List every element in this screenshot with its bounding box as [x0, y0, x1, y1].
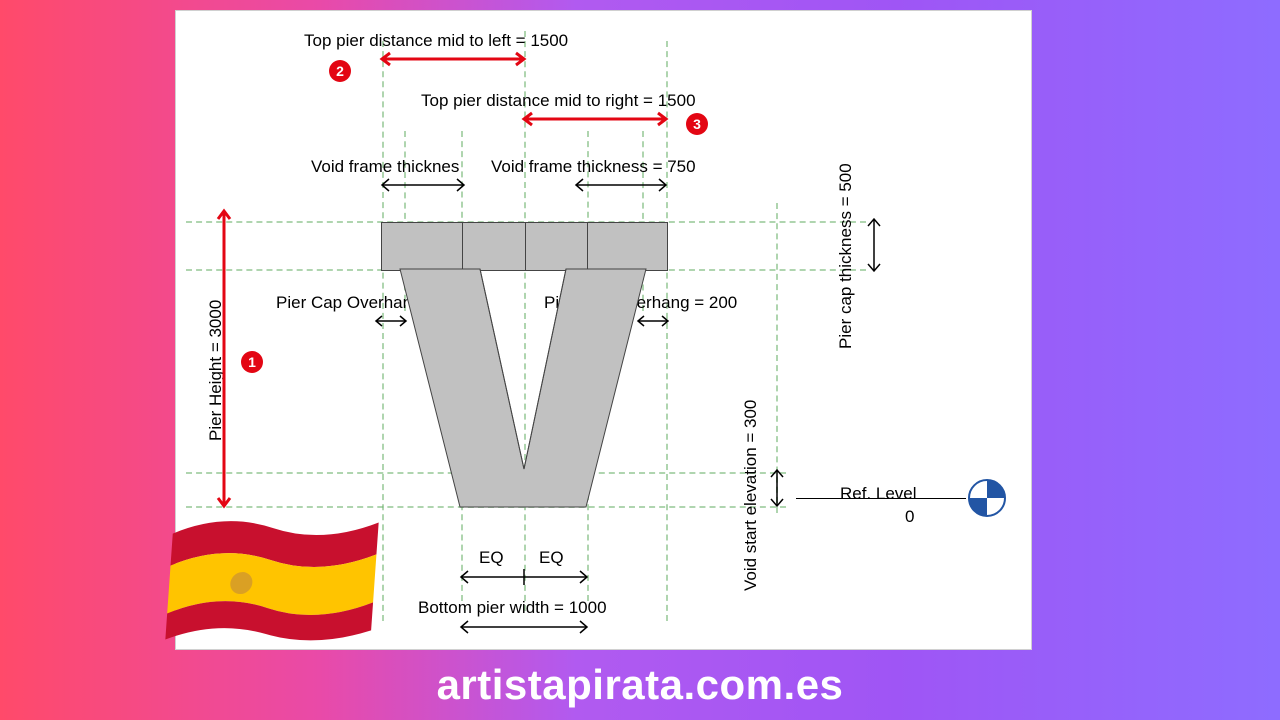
dim-cap-thickness [866, 219, 882, 277]
marker-label: 1 [248, 354, 256, 370]
label-void-right: Void frame thickness = 750 [491, 157, 696, 177]
dim-eq [461, 569, 591, 585]
level-marker-icon [968, 479, 1006, 517]
dim-top-left-arrow [176, 11, 876, 71]
dim-top-right-arrow [176, 71, 876, 131]
label-ref-level: Ref. Level [840, 484, 917, 504]
marker-2: 2 [329, 60, 351, 82]
label-ref-zero: 0 [905, 507, 914, 527]
label-void-start: Void start elevation = 300 [741, 400, 761, 591]
dim-void-right [576, 176, 671, 194]
dim-bottom-width [461, 619, 591, 635]
ref-level-line [796, 498, 966, 499]
label-eq-right: EQ [539, 548, 564, 568]
footer: artistapirata.com.es [0, 650, 1280, 720]
label-void-left: Void frame thicknes [311, 157, 459, 177]
pier-body [400, 269, 646, 509]
guide-v [776, 203, 778, 513]
dim-void-start [769, 470, 785, 512]
marker-label: 2 [336, 63, 344, 79]
spain-flag-icon [165, 506, 380, 641]
marker-label: 3 [693, 116, 701, 132]
dim-pier-height-arrow [216, 206, 236, 526]
label-bottom-width: Bottom pier width = 1000 [418, 598, 607, 618]
label-eq-left: EQ [479, 548, 504, 568]
dim-void-left [382, 176, 472, 194]
label-cap-thickness: Pier cap thickness = 500 [836, 163, 856, 349]
marker-3: 3 [686, 113, 708, 135]
marker-1: 1 [241, 351, 263, 373]
pier-cap [381, 222, 668, 271]
footer-text: artistapirata.com.es [437, 661, 844, 709]
